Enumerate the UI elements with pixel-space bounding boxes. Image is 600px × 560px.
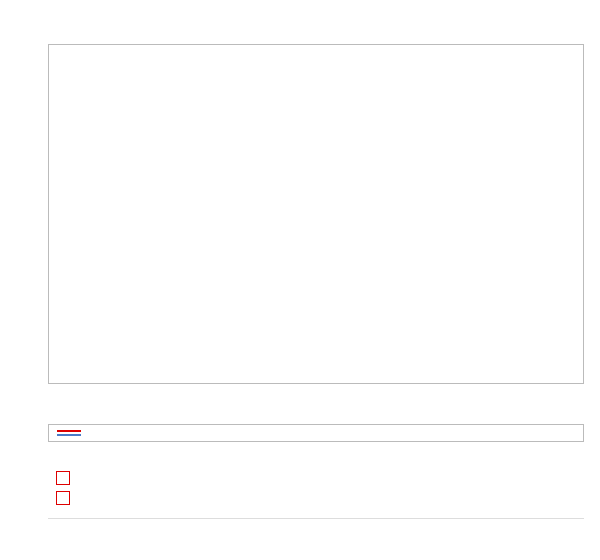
marker-badge xyxy=(56,491,70,505)
legend-swatch-price xyxy=(57,430,81,432)
legend-item xyxy=(57,433,575,437)
transactions-table xyxy=(48,468,584,508)
chart-subtitle xyxy=(0,6,600,12)
chart-container xyxy=(0,0,600,560)
table-row xyxy=(48,468,584,488)
plot-background xyxy=(48,44,584,384)
table-row xyxy=(48,488,584,508)
legend-swatch-hpi xyxy=(57,434,81,436)
legend-box xyxy=(48,424,584,442)
line-plot xyxy=(49,45,585,385)
chart-area xyxy=(48,44,584,384)
footer-attribution xyxy=(48,518,584,523)
marker-badge xyxy=(56,471,70,485)
